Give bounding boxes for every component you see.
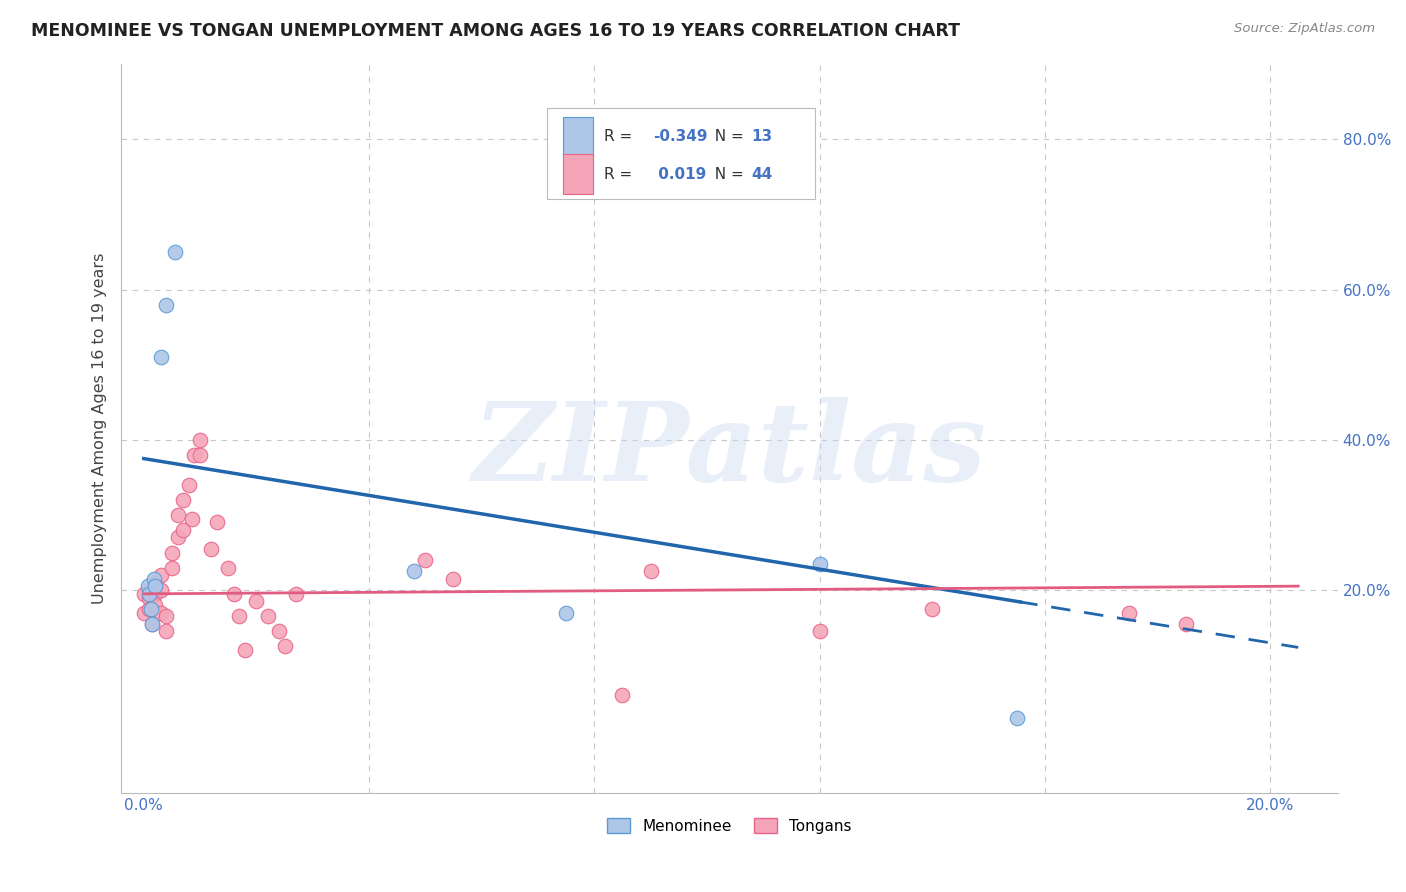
Point xyxy=(155,624,177,639)
Point xyxy=(183,448,205,462)
Point xyxy=(233,643,256,657)
Text: N =: N = xyxy=(704,129,749,145)
Point xyxy=(1118,606,1140,620)
Text: ZIPatlas: ZIPatlas xyxy=(472,397,987,504)
Point xyxy=(200,541,222,556)
Point xyxy=(160,560,183,574)
Point xyxy=(138,583,160,598)
Point xyxy=(284,587,307,601)
Point xyxy=(138,591,160,605)
Point xyxy=(143,575,166,590)
Point xyxy=(222,587,245,601)
Point xyxy=(166,508,188,522)
Text: -0.349: -0.349 xyxy=(652,129,707,145)
Bar xyxy=(562,117,593,157)
Point xyxy=(188,433,211,447)
Point xyxy=(188,448,211,462)
FancyBboxPatch shape xyxy=(547,108,814,199)
Point xyxy=(180,512,202,526)
Text: 0.019: 0.019 xyxy=(652,167,706,182)
Point xyxy=(415,553,437,567)
Point xyxy=(205,516,228,530)
Point xyxy=(921,602,943,616)
Point xyxy=(155,609,177,624)
Y-axis label: Unemployment Among Ages 16 to 19 years: Unemployment Among Ages 16 to 19 years xyxy=(93,252,107,604)
Point xyxy=(217,560,239,574)
Point xyxy=(177,478,200,492)
Point xyxy=(136,579,159,593)
Point xyxy=(160,545,183,559)
Point xyxy=(149,350,172,364)
Point xyxy=(163,244,186,259)
Point xyxy=(149,583,172,598)
Point xyxy=(141,616,163,631)
Point xyxy=(132,587,155,601)
Text: 44: 44 xyxy=(751,167,772,182)
Legend: Menominee, Tongans: Menominee, Tongans xyxy=(600,813,858,840)
Point xyxy=(245,594,267,608)
Point xyxy=(166,531,188,545)
Point xyxy=(143,598,166,612)
Text: R =: R = xyxy=(605,167,637,182)
Point xyxy=(402,564,425,578)
Bar xyxy=(562,154,593,194)
Point xyxy=(155,297,177,311)
Point xyxy=(138,587,160,601)
Point xyxy=(1005,711,1028,725)
Point xyxy=(808,624,831,639)
Point xyxy=(141,616,163,631)
Text: R =: R = xyxy=(605,129,637,145)
Point xyxy=(172,492,194,507)
Text: Source: ZipAtlas.com: Source: ZipAtlas.com xyxy=(1234,22,1375,36)
Text: 13: 13 xyxy=(751,129,772,145)
Point xyxy=(555,606,578,620)
Point xyxy=(256,609,278,624)
Point xyxy=(149,568,172,582)
Point xyxy=(640,564,662,578)
Point xyxy=(149,606,172,620)
Point xyxy=(273,640,295,654)
Point xyxy=(139,602,162,616)
Point xyxy=(1174,616,1197,631)
Text: MENOMINEE VS TONGAN UNEMPLOYMENT AMONG AGES 16 TO 19 YEARS CORRELATION CHART: MENOMINEE VS TONGAN UNEMPLOYMENT AMONG A… xyxy=(31,22,960,40)
Point xyxy=(228,609,250,624)
Point xyxy=(443,572,465,586)
Point xyxy=(138,602,160,616)
Point xyxy=(132,606,155,620)
Point xyxy=(172,523,194,537)
Point xyxy=(808,557,831,571)
Point xyxy=(612,688,634,702)
Point xyxy=(143,579,166,593)
Text: N =: N = xyxy=(704,167,749,182)
Point xyxy=(142,572,165,586)
Point xyxy=(267,624,290,639)
Point xyxy=(143,587,166,601)
